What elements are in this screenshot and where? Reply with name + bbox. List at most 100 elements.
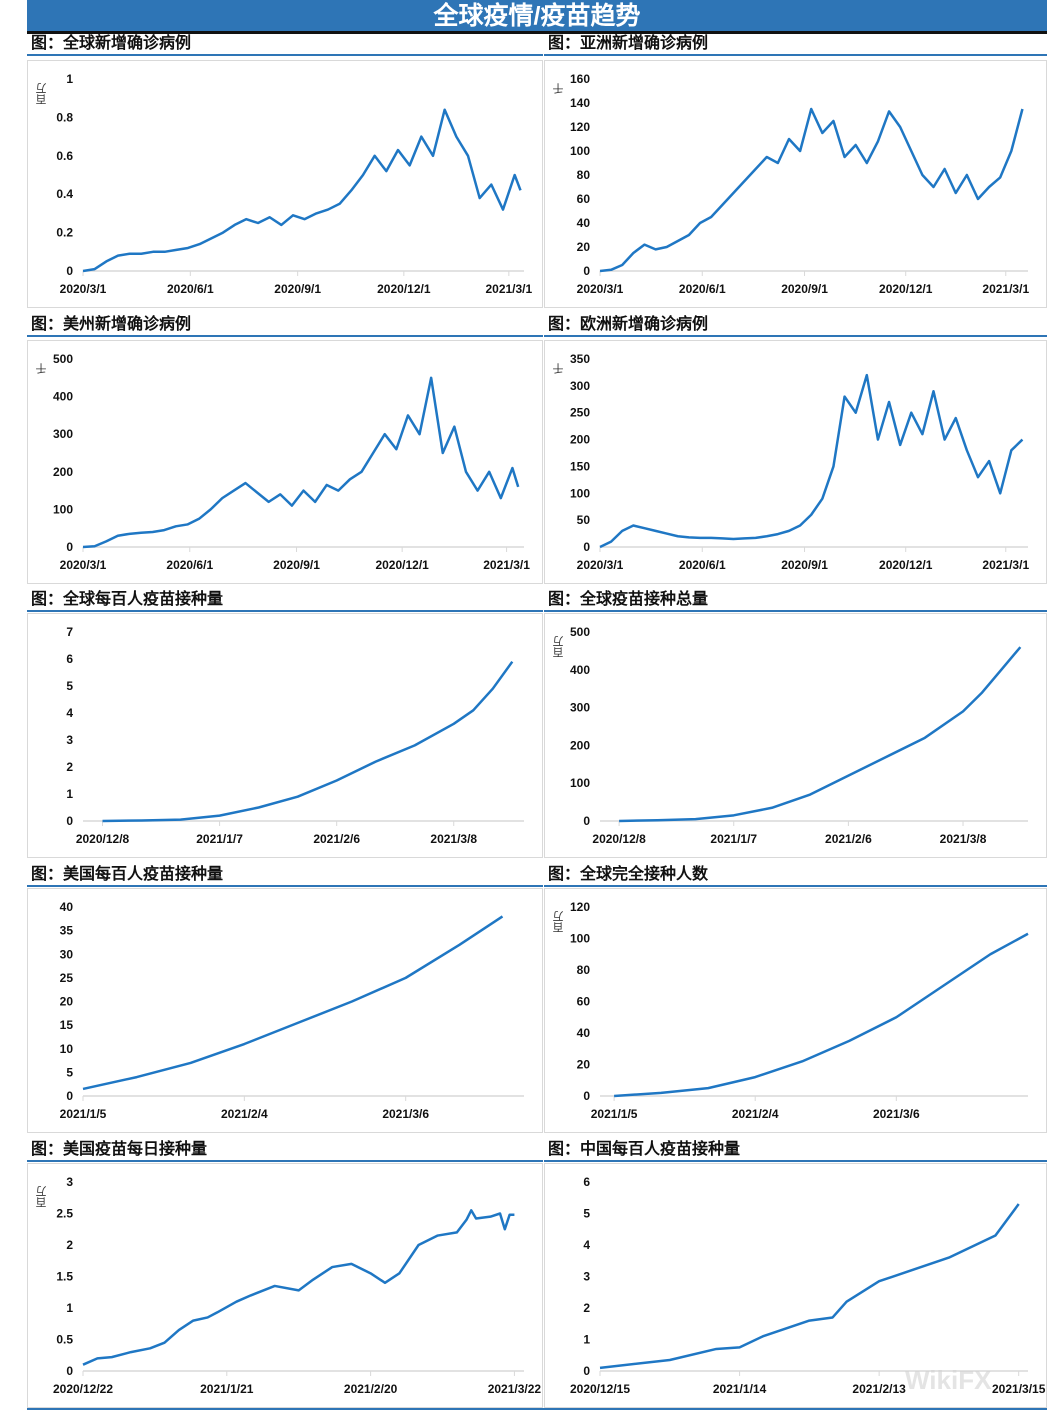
y-tick-label: 25: [60, 971, 74, 985]
chart-panel: 千 0 100 200 300 400 500 2020/3/1 2020/6/1 2020/9/…: [27, 340, 543, 584]
y-tick-label: 1: [583, 1333, 590, 1347]
y-tick-label: 50: [577, 513, 591, 527]
x-tick-label: 2020/12/1: [375, 558, 429, 572]
y-tick-label: 0: [583, 1364, 590, 1378]
y-tick-label: 3: [66, 1175, 73, 1189]
y-tick-label: 0.6: [56, 149, 73, 163]
y-tick-label: 7: [66, 625, 73, 639]
line-chart: 0 5 10 15 20 25 30 35 40 2021/1/5 2021/2/4 2021/3/6: [60, 900, 524, 1121]
chart-title: 图：美国疫苗每日接种量: [27, 1139, 543, 1162]
line-chart: 0 100 200 300 400 500 2020/12/8 2021/1/7 2021/2/…: [570, 625, 1028, 846]
y-tick-label: 120: [570, 120, 590, 134]
y-tick-label: 4: [583, 1238, 590, 1252]
line-chart: 0 1 2 3 4 5 6 7 2020/12/8 2021/1/7 2021/2/6 2021/3/…: [66, 625, 524, 846]
y-tick-label: 0: [66, 1364, 73, 1378]
y-tick-label: 120: [570, 900, 590, 914]
chart-panel: 千 0 20 40 60 80 100 120 140 160 2020/3/1 2020/6/1 20…: [544, 60, 1047, 308]
x-tick-label: 2020/12/15: [570, 1382, 630, 1396]
x-tick-label: 2021/3/6: [382, 1107, 429, 1121]
y-tick-label: 2.5: [56, 1207, 73, 1221]
y-tick-label: 500: [570, 625, 590, 639]
y-tick-label: 100: [570, 486, 590, 500]
x-tick-label: 2020/12/1: [879, 282, 933, 296]
y-tick-label: 0: [66, 1089, 73, 1103]
y-tick-label: 150: [570, 459, 590, 473]
line-chart: 0 100 200 300 400 500 2020/3/1 2020/6/1 2020/9/1…: [53, 352, 530, 572]
series-line: [599, 373, 1024, 549]
y-tick-label: 300: [570, 379, 590, 393]
x-tick-label: 2021/3/15: [992, 1382, 1046, 1396]
x-tick-label: 2021/3/8: [940, 832, 987, 846]
y-tick-label: 10: [60, 1042, 74, 1056]
chart-panel: 百万 0 0.5 1 1.5 2 2.5 3 2020/12/22 2021/1/21 2021/2…: [27, 1163, 543, 1408]
x-tick-label: 2021/2/6: [313, 832, 360, 846]
y-tick-label: 20: [577, 240, 591, 254]
chart-panel: 0 1 2 3 4 5 6 7 2020/12/8 2021/1/7 2021/2/6 2021/3/…: [27, 613, 543, 858]
x-tick-label: 2021/1/7: [196, 832, 243, 846]
x-tick-label: 2021/3/8: [430, 832, 477, 846]
line-chart: 0 0.5 1 1.5 2 2.5 3 2020/12/22 2021/1/21 2021/2/2…: [53, 1175, 542, 1396]
y-tick-label: 80: [577, 963, 591, 977]
y-tick-label: 3: [66, 733, 73, 747]
y-tick-label: 0: [583, 1089, 590, 1103]
line-chart: 0 20 40 60 80 100 120 140 160 2020/3/1 2020/6/1 202…: [570, 72, 1029, 296]
chart-title: 图：亚洲新增确诊病例: [544, 33, 1047, 56]
y-tick-label: 160: [570, 72, 590, 86]
x-tick-label: 2020/12/1: [377, 282, 431, 296]
line-chart: 0 0.2 0.4 0.6 0.8 1 2020/3/1 2020/6/1 2020/9/1 20…: [56, 72, 532, 296]
chart-title: 图：全球新增确诊病例: [27, 33, 543, 56]
x-tick-label: 2020/6/1: [167, 282, 214, 296]
line-chart: 0 20 40 60 80 100 120 2021/1/5 2021/2/4 2021/3/6: [570, 900, 1029, 1121]
x-tick-label: 2020/3/1: [60, 558, 107, 572]
x-tick-label: 2020/12/8: [76, 832, 130, 846]
y-tick-label: 4: [66, 706, 73, 720]
x-tick-label: 2020/6/1: [679, 558, 726, 572]
x-tick-label: 2021/3/1: [982, 558, 1029, 572]
chart-panel: 0 5 10 15 20 25 30 35 40 2021/1/5 2021/2/4 2021/3/6: [27, 888, 543, 1133]
x-tick-label: 2021/1/5: [591, 1107, 638, 1121]
x-tick-label: 2021/3/6: [873, 1107, 920, 1121]
y-tick-label: 250: [570, 406, 590, 420]
y-tick-label: 1.5: [56, 1270, 73, 1284]
chart-panel: 百万 0 100 200 300 400 500 2020/12/8 2021/1/7 2021/…: [544, 613, 1047, 858]
y-tick-label: 0: [583, 814, 590, 828]
y-tick-label: 5: [66, 679, 73, 693]
bottom-divider: [27, 1408, 1047, 1410]
x-tick-label: 2021/3/1: [485, 282, 532, 296]
y-tick-label: 0.5: [56, 1333, 73, 1347]
chart-title: 图：全球疫苗接种总量: [544, 589, 1047, 612]
y-tick-label: 5: [66, 1065, 73, 1079]
y-tick-label: 80: [577, 168, 591, 182]
x-tick-label: 2021/1/7: [710, 832, 757, 846]
x-tick-label: 2021/2/4: [221, 1107, 268, 1121]
y-tick-label: 1: [66, 787, 73, 801]
x-tick-label: 2020/9/1: [273, 558, 320, 572]
y-tick-label: 400: [570, 663, 590, 677]
y-tick-label: 0: [66, 540, 73, 554]
chart-title: 图：美国每百人疫苗接种量: [27, 864, 543, 887]
y-tick-label: 0: [583, 264, 590, 278]
y-tick-label: 40: [60, 900, 74, 914]
x-tick-label: 2020/3/1: [60, 282, 107, 296]
chart-panel: 百万 0 20 40 60 80 100 120 2021/1/5 2021/2/4 2021/3/…: [544, 888, 1047, 1133]
y-tick-label: 40: [577, 216, 591, 230]
y-tick-label: 0.2: [56, 226, 73, 240]
y-tick-label: 5: [583, 1207, 590, 1221]
x-tick-label: 2020/3/1: [577, 282, 624, 296]
series-line: [599, 107, 1024, 273]
x-tick-label: 2020/6/1: [166, 558, 213, 572]
x-tick-label: 2020/12/22: [53, 1382, 113, 1396]
y-tick-label: 2: [583, 1301, 590, 1315]
series-line: [82, 376, 520, 549]
x-tick-label: 2021/3/1: [483, 558, 530, 572]
y-tick-label: 350: [570, 352, 590, 366]
x-tick-label: 2020/9/1: [274, 282, 321, 296]
y-tick-label: 100: [570, 144, 590, 158]
x-tick-label: 2020/3/1: [577, 558, 624, 572]
y-tick-label: 60: [577, 995, 591, 1009]
y-tick-label: 140: [570, 96, 590, 110]
x-tick-label: 2021/1/5: [60, 1107, 107, 1121]
y-tick-label: 60: [577, 192, 591, 206]
y-tick-label: 15: [60, 1018, 74, 1032]
x-tick-label: 2021/3/22: [488, 1382, 542, 1396]
